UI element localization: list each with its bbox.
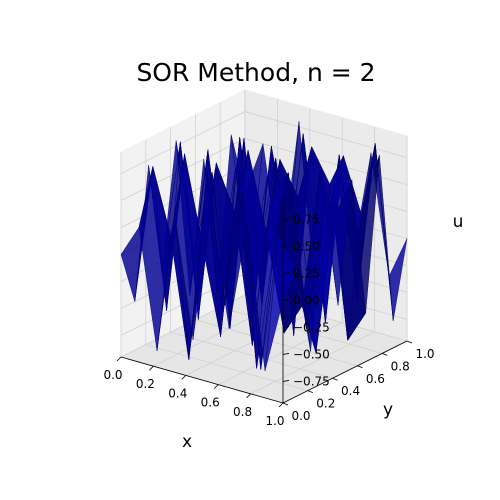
surface-facet — [264, 233, 298, 371]
z-tick-label: 0.00 — [293, 294, 320, 308]
x-tick-mark — [278, 402, 284, 408]
z-tick-mark — [282, 218, 290, 220]
x-tick-label: 0.6 — [201, 396, 220, 410]
y-tick-mark — [282, 402, 289, 406]
z-tick-label: −0.75 — [293, 374, 330, 388]
x-tick-label: 0.4 — [168, 386, 187, 400]
x-tick-mark — [181, 375, 187, 380]
y-tick-mark — [382, 353, 388, 356]
y-tick-label: 0.4 — [341, 384, 360, 398]
z-tick-label: −0.50 — [293, 347, 330, 361]
z-tick-label: −0.25 — [293, 320, 330, 334]
z-tick-mark — [282, 245, 290, 247]
x-tick-mark — [116, 356, 122, 362]
y-tick-mark — [332, 377, 338, 381]
y-tick-label: 0.2 — [316, 397, 335, 411]
y-tick-mark — [406, 340, 413, 344]
z-gridline — [120, 138, 408, 201]
x-tick-label: 0.8 — [233, 405, 252, 419]
x-tick-label: 0.2 — [136, 377, 155, 391]
z-tick-label: 0.25 — [293, 267, 320, 281]
z-tick-mark — [282, 380, 290, 382]
x-tick-mark — [246, 393, 251, 399]
x-axis-line — [120, 356, 284, 404]
y-tick-label: 1.0 — [415, 347, 434, 361]
y-tick-mark — [307, 390, 313, 393]
z-axis-label: u — [453, 212, 464, 232]
z-tick-mark — [282, 353, 290, 355]
x-tick-label: 0.0 — [103, 368, 122, 382]
y-axis-label: y — [383, 400, 393, 420]
y-tick-label: 0.8 — [391, 359, 410, 373]
z-tick-mark — [282, 299, 290, 301]
z-tick-label: 0.75 — [293, 213, 320, 227]
y-tick-mark — [357, 365, 363, 369]
x-tick-label: 1.0 — [265, 414, 284, 428]
x-axis-label: x — [182, 432, 192, 452]
x-tick-mark — [149, 365, 154, 371]
x-tick-mark — [213, 384, 219, 389]
chart-title: SOR Method, n = 2 — [136, 58, 375, 87]
z-tick-label: 0.50 — [293, 240, 320, 254]
y-tick-label: 0.6 — [366, 372, 385, 386]
z-tick-mark — [282, 326, 290, 328]
y-tick-label: 0.0 — [291, 409, 310, 423]
z-tick-mark — [282, 272, 290, 274]
tick-labels: 0.0 0.2 0.4 0.6 0.8 1.0 0.0 0.2 0.4 0.6 0.8 1.0 0.75… — [103, 213, 434, 428]
z-gridline — [120, 111, 408, 174]
y-axis-line — [282, 340, 408, 404]
surface-mesh — [120, 121, 408, 371]
